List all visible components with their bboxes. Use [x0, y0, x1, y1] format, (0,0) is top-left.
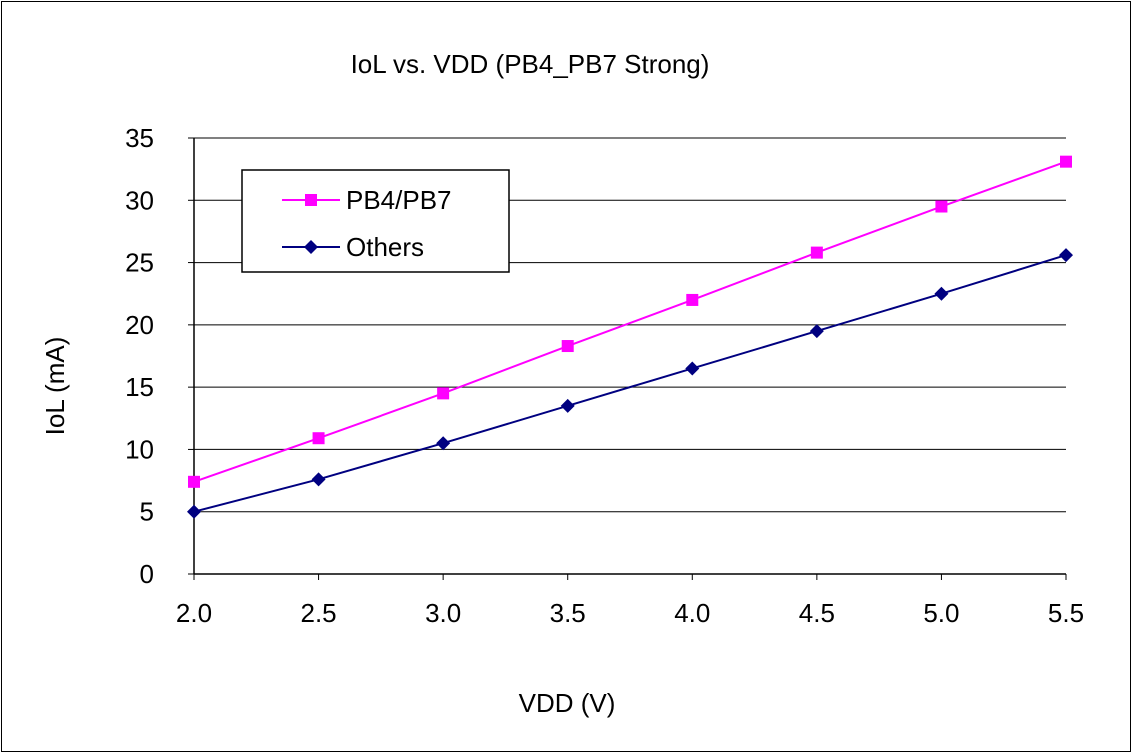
y-tick-label: 15 [125, 372, 154, 402]
y-tick-label: 0 [140, 559, 154, 589]
data-point [437, 387, 450, 400]
x-tick-label: 5.5 [1048, 598, 1084, 628]
x-tick-label: 2.5 [300, 598, 336, 628]
data-point [561, 340, 574, 353]
y-axis-label: IoL (mA) [40, 337, 70, 436]
data-point [1060, 155, 1072, 168]
data-point [312, 432, 325, 445]
legend: PB4/PB7 Others [241, 169, 510, 273]
data-point [560, 398, 575, 413]
legend-box [241, 169, 510, 273]
legend-marker [305, 194, 317, 206]
series-others [187, 248, 1073, 519]
y-tick-label: 5 [140, 497, 154, 527]
x-axis-label: VDD (V) [519, 688, 616, 718]
legend-marker [304, 240, 318, 254]
data-point [935, 200, 948, 213]
tick-labels: 0 5 10 15 20 25 30 35 2.0 2.5 3.0 3.5 4.0 4.5 5.0 5.5 [125, 123, 1084, 628]
x-tick-label: 4.5 [799, 598, 835, 628]
x-tick-label: 2.0 [176, 598, 212, 628]
legend-label: Others [346, 232, 424, 262]
data-point [187, 504, 201, 519]
data-point [686, 293, 699, 306]
data-point [934, 286, 949, 301]
data-point [685, 361, 700, 376]
series-line [193, 160, 1067, 483]
chart-title: IoL vs. VDD (PB4_PB7 Strong) [351, 49, 710, 79]
series-layer [187, 155, 1073, 519]
data-point [311, 472, 326, 487]
x-tick-label: 5.0 [923, 598, 959, 628]
legend-label: PB4/PB7 [346, 185, 452, 215]
data-point [436, 436, 451, 451]
y-tick-label: 30 [125, 185, 154, 215]
x-tick-label: 3.5 [550, 598, 586, 628]
series-pb4-pb7 [188, 155, 1072, 488]
x-tick-label: 4.0 [674, 598, 710, 628]
y-tick-label: 10 [125, 434, 154, 464]
y-tick-label: 35 [125, 123, 154, 153]
data-point [809, 324, 824, 339]
data-point [810, 246, 823, 259]
series-line [193, 254, 1067, 513]
y-tick-label: 25 [125, 248, 154, 278]
y-tick-label: 20 [125, 310, 154, 340]
data-point [1059, 248, 1073, 263]
data-point [188, 475, 200, 488]
x-tick-label: 3.0 [425, 598, 461, 628]
